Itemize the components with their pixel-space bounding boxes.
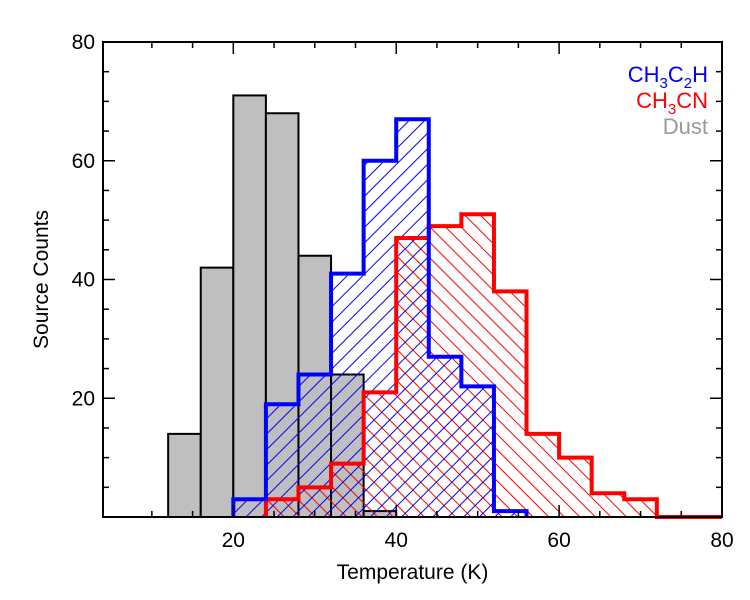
ch3cn-bar <box>559 457 592 517</box>
ch3cn-bar <box>624 499 657 517</box>
y-tick-label: 60 <box>72 150 95 173</box>
x-axis-label: Temperature (K) <box>337 561 489 584</box>
y-axis-label: Source Counts <box>30 210 53 349</box>
x-tick-label: 20 <box>222 529 245 552</box>
y-tick-label: 20 <box>72 387 95 410</box>
ch3cn-outline <box>263 212 722 519</box>
x-tick-label: 40 <box>385 529 408 552</box>
ch3c2h-bar <box>461 386 494 517</box>
ch3c2h-bar <box>428 356 462 517</box>
legend-entry-ch3cn: CH3CN <box>636 88 708 118</box>
ch3c2h-bar <box>331 273 364 517</box>
ch3cn-bar <box>591 493 625 517</box>
ch3c2h-bar <box>493 511 527 517</box>
histogram-bars <box>167 94 657 518</box>
dust-bar <box>167 432 202 518</box>
x-tick-label: 60 <box>547 529 570 552</box>
x-tick-label: 80 <box>710 529 733 552</box>
ch3c2h-outline <box>231 117 529 517</box>
tick-labels: 20 40 60 80 20 40 60 80 <box>72 31 734 552</box>
legend-entry-dust: Dust <box>663 114 708 139</box>
ch3cn-bar <box>526 433 560 517</box>
y-tick-label: 80 <box>72 31 95 54</box>
dust-bar <box>199 266 235 518</box>
ch3c2h-bar <box>363 160 397 517</box>
histogram-outlines <box>231 117 722 519</box>
ch3c2h-bar <box>396 119 429 517</box>
ch3c2h-bar <box>233 499 266 517</box>
ch3cn-bar <box>493 291 527 517</box>
y-tick-label: 40 <box>72 269 95 292</box>
legend-entry-ch3c2h: CH3C2H <box>628 62 708 92</box>
dust-bar <box>232 94 267 518</box>
axis-ticks <box>103 41 723 518</box>
ch3c2h-bar <box>298 374 332 517</box>
